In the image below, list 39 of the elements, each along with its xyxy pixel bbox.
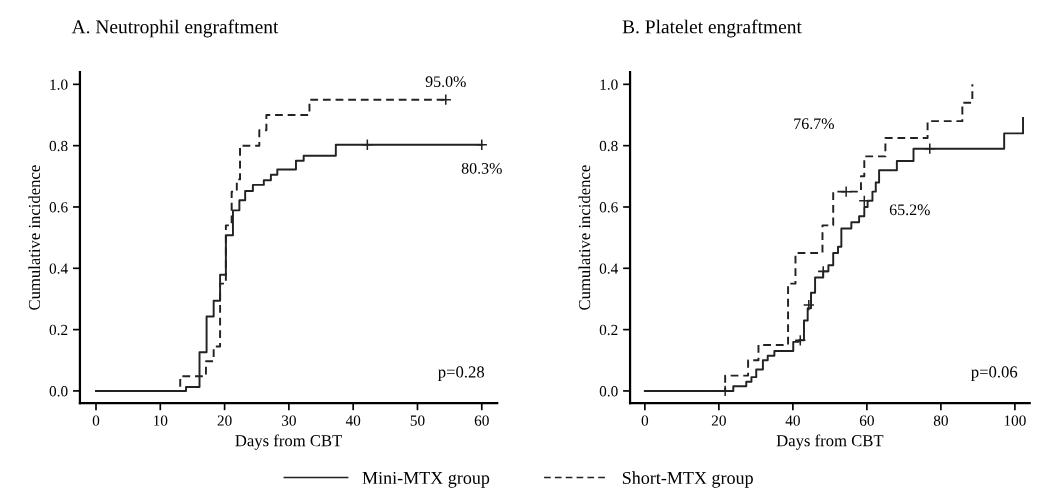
x-tick-label: 60 — [474, 415, 489, 426]
x-tick-label: 20 — [711, 415, 726, 426]
annotation: 95.0% — [425, 76, 466, 88]
y-tick-label: 0.6 — [49, 202, 68, 213]
x-tick-label: 40 — [345, 415, 361, 426]
x-axis-title: Days from CBT — [776, 434, 884, 450]
y-tick-label: 0.8 — [49, 140, 68, 152]
x-tick-label: 0 — [641, 415, 649, 426]
x-tick-label: 0 — [92, 415, 100, 426]
x-tick-label: 10 — [154, 415, 168, 426]
annotation: 65.2% — [889, 204, 930, 216]
y-tick-label: 1.0 — [600, 79, 618, 90]
x-tick-label: 50 — [410, 415, 425, 426]
x-tick-label: 40 — [785, 415, 800, 426]
annotation: p=0.06 — [971, 366, 1018, 381]
y-tick-label: 0.4 — [49, 263, 68, 274]
x-tick-label: 60 — [859, 415, 874, 426]
y-axis-title: Cumulative incidence — [578, 165, 591, 310]
x-tick-label: 80 — [933, 415, 948, 426]
legend-label: Short-MTX group — [622, 471, 753, 488]
y-tick-label: 0.8 — [599, 140, 618, 152]
annotation: 80.3% — [461, 162, 502, 174]
annotation: 76.7% — [794, 118, 834, 130]
y-axis-title: Cumulative incidence — [28, 165, 41, 310]
chart-title: B. Platelet engraftment — [622, 19, 802, 38]
y-tick-label: 0.6 — [599, 202, 618, 213]
y-tick-label: 0.0 — [49, 386, 68, 397]
y-tick-label: 0.0 — [599, 386, 618, 397]
annotation: p=0.28 — [438, 366, 485, 381]
y-tick-label: 1.0 — [50, 79, 68, 90]
y-tick-label: 0.4 — [599, 263, 619, 274]
x-axis-title: Days from CBT — [235, 434, 342, 450]
x-tick-label: 20 — [217, 415, 232, 426]
x-tick-label: 30 — [281, 415, 296, 426]
y-tick-label: 0.2 — [599, 324, 618, 336]
y-tick-label: 0.2 — [49, 324, 68, 336]
legend-label: Mini-MTX group — [362, 471, 490, 488]
x-tick-label: 100 — [1004, 415, 1026, 426]
chart-title: A. Neutrophil engraftment — [71, 19, 279, 38]
